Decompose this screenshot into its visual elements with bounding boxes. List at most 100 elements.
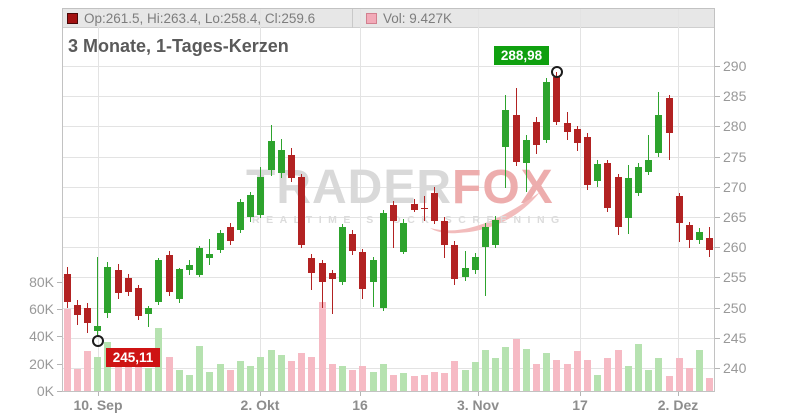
volume-bar xyxy=(318,302,326,391)
candle-wick xyxy=(209,239,211,266)
candle-body[interactable] xyxy=(410,203,418,210)
candle-body[interactable] xyxy=(696,232,704,240)
candle-body[interactable] xyxy=(634,167,642,193)
candle-body[interactable] xyxy=(257,176,265,215)
legend-divider xyxy=(352,9,353,28)
candle-body[interactable] xyxy=(594,164,602,182)
candle-body[interactable] xyxy=(420,207,428,210)
candle-body[interactable] xyxy=(675,196,683,224)
x-axis-label: 2. Okt xyxy=(240,397,280,413)
candle-body[interactable] xyxy=(665,98,673,134)
candle-body[interactable] xyxy=(369,259,377,283)
volume-bar xyxy=(73,369,81,391)
volume-bar xyxy=(216,363,224,391)
volume-bar xyxy=(206,371,214,391)
candle-body[interactable] xyxy=(471,256,479,271)
volume-bar xyxy=(94,356,102,391)
candle-body[interactable] xyxy=(94,325,102,331)
candle-body[interactable] xyxy=(175,268,183,300)
volume-bar xyxy=(288,360,296,391)
volume-bar xyxy=(124,366,132,391)
candle-body[interactable] xyxy=(73,305,81,315)
volume-bar xyxy=(655,358,663,391)
price-axis-label: 270 xyxy=(723,179,747,195)
candle-body[interactable] xyxy=(604,163,612,208)
candle-body[interactable] xyxy=(165,255,173,293)
candle-body[interactable] xyxy=(379,212,387,308)
candle-body[interactable] xyxy=(349,233,357,252)
candle-body[interactable] xyxy=(288,154,296,178)
candle-body[interactable] xyxy=(461,268,469,277)
candle-body[interactable] xyxy=(543,82,551,140)
high-annotation-badge: 288,98 xyxy=(493,46,550,66)
candle-body[interactable] xyxy=(655,114,663,153)
candle-body[interactable] xyxy=(451,244,459,279)
volume-bar xyxy=(277,355,285,391)
candle-body[interactable] xyxy=(145,307,153,314)
candle-body[interactable] xyxy=(328,273,336,280)
candle-body[interactable] xyxy=(226,227,234,242)
candle-body[interactable] xyxy=(583,136,591,185)
candle-body[interactable] xyxy=(267,140,275,170)
candle-body[interactable] xyxy=(196,248,204,275)
candle-wick xyxy=(393,201,395,249)
candle-body[interactable] xyxy=(522,139,530,163)
candle-body[interactable] xyxy=(135,288,143,317)
candle-body[interactable] xyxy=(532,121,540,145)
candle-body[interactable] xyxy=(512,114,520,163)
candle-body[interactable] xyxy=(206,254,214,259)
candle-body[interactable] xyxy=(563,123,571,132)
candle-body[interactable] xyxy=(298,177,306,245)
candle-body[interactable] xyxy=(573,129,581,143)
candle-body[interactable] xyxy=(104,267,112,314)
candle-body[interactable] xyxy=(237,201,245,230)
candle-body[interactable] xyxy=(706,238,714,250)
candle-body[interactable] xyxy=(624,177,632,219)
candle-body[interactable] xyxy=(63,274,71,302)
volume-legend-marker-icon xyxy=(366,13,377,24)
candle-body[interactable] xyxy=(481,226,489,248)
candle-body[interactable] xyxy=(155,260,163,303)
candle-wick xyxy=(525,135,527,192)
candle-body[interactable] xyxy=(685,224,693,240)
candle-body[interactable] xyxy=(318,262,326,283)
candle-body[interactable] xyxy=(114,270,122,294)
candle-body[interactable] xyxy=(216,233,224,251)
candle-body[interactable] xyxy=(400,223,408,253)
candle-body[interactable] xyxy=(359,252,367,290)
candle-body[interactable] xyxy=(492,220,500,245)
candle-body[interactable] xyxy=(441,220,449,245)
candle-body[interactable] xyxy=(645,159,653,172)
x-axis-label: 3. Nov xyxy=(456,397,499,413)
candle-body[interactable] xyxy=(614,176,622,227)
volume-bar xyxy=(369,371,377,391)
volume-bar xyxy=(400,373,408,391)
gridline-horizontal xyxy=(62,338,715,339)
volume-axis-label: 80K xyxy=(29,274,54,290)
candle-body[interactable] xyxy=(390,204,398,222)
volume-bar xyxy=(645,370,653,391)
candle-body[interactable] xyxy=(430,192,438,222)
candle-body[interactable] xyxy=(502,110,510,147)
candle-body[interactable] xyxy=(124,278,132,293)
candle-body[interactable] xyxy=(553,77,561,122)
candle-body[interactable] xyxy=(84,308,91,324)
price-axis-label: 280 xyxy=(723,118,747,134)
candle-body[interactable] xyxy=(339,227,347,283)
gridline-vertical xyxy=(360,8,361,392)
gridline-horizontal xyxy=(62,308,715,309)
candle-body[interactable] xyxy=(308,258,316,274)
volume-bar xyxy=(614,349,622,391)
volume-bar xyxy=(696,349,704,391)
candle-body[interactable] xyxy=(186,265,194,270)
candle-body[interactable] xyxy=(247,195,255,217)
candle-wick xyxy=(331,270,333,314)
price-axis-label: 275 xyxy=(723,149,747,165)
candle-wick xyxy=(484,223,486,296)
candle-body[interactable] xyxy=(277,149,285,173)
x-axis-tick xyxy=(98,392,99,396)
volume-bar xyxy=(532,363,540,391)
volume-bar xyxy=(196,345,204,391)
volume-bar xyxy=(145,367,153,391)
